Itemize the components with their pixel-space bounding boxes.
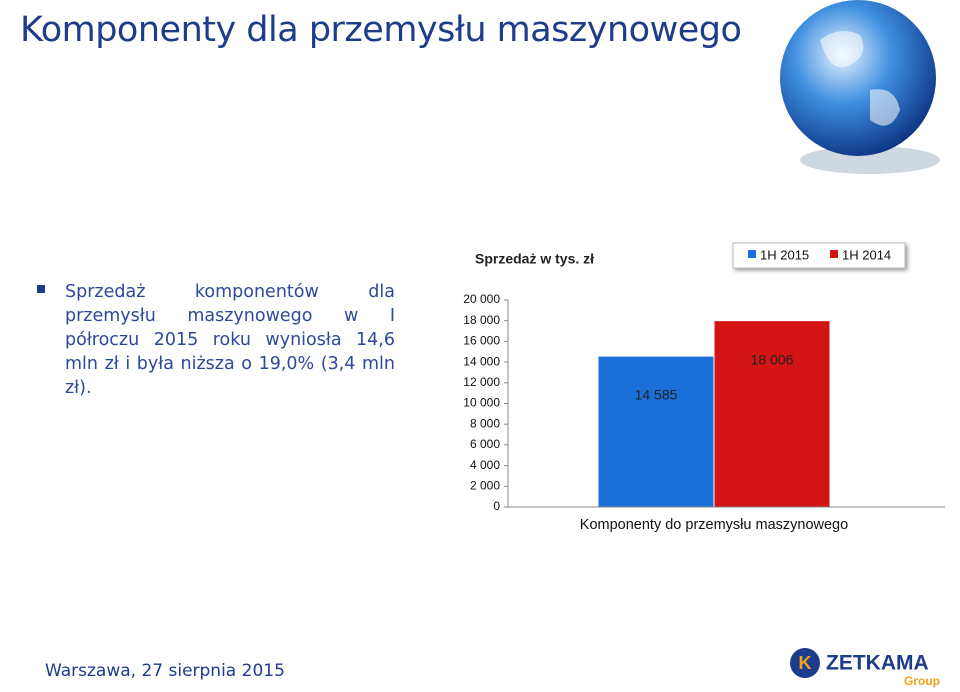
y-tick-label: 0 — [493, 499, 500, 513]
y-tick-label: 2 000 — [470, 478, 500, 492]
bar — [597, 355, 715, 508]
logo-group: Group — [904, 674, 940, 688]
legend-label: 1H 2015 — [760, 247, 809, 262]
logo-circle — [790, 648, 820, 678]
logo: K ZETKAMA Group — [790, 648, 940, 688]
slide-title: Komponenty dla przemysłu maszynowego — [20, 10, 742, 50]
logo-letter: K — [799, 653, 812, 673]
y-tick-label: 8 000 — [470, 416, 500, 430]
legend-box — [732, 242, 906, 269]
logo-name: ZETKAMA — [826, 652, 929, 675]
data-label: 18 006 — [751, 351, 794, 367]
bar — [713, 320, 831, 508]
y-tick-label: 14 000 — [463, 354, 500, 368]
y-tick-label: 20 000 — [463, 292, 500, 306]
y-tick-label: 10 000 — [463, 396, 500, 410]
legend-label: 1H 2014 — [842, 247, 891, 262]
category-label: Komponenty do przemysłu maszynowego — [580, 517, 848, 533]
chart-title: Sprzedaż w tys. zł — [475, 251, 594, 267]
footer: Warszawa, 27 sierpnia 2015 — [45, 661, 285, 681]
y-tick-label: 4 000 — [470, 458, 500, 472]
globe-land — [820, 31, 900, 126]
y-tick-label: 18 000 — [463, 313, 500, 327]
bullet-marker — [37, 285, 45, 293]
globe — [780, 0, 936, 156]
legend-swatch — [830, 250, 838, 258]
bullet-text: Sprzedaż komponentów dla przemysłu maszy… — [65, 282, 395, 398]
y-tick-label: 6 000 — [470, 437, 500, 451]
globe-shadow — [800, 146, 940, 174]
y-tick-label: 16 000 — [463, 334, 500, 348]
y-tick-label: 12 000 — [463, 375, 500, 389]
legend-swatch — [748, 250, 756, 258]
data-label: 14 585 — [635, 387, 678, 403]
